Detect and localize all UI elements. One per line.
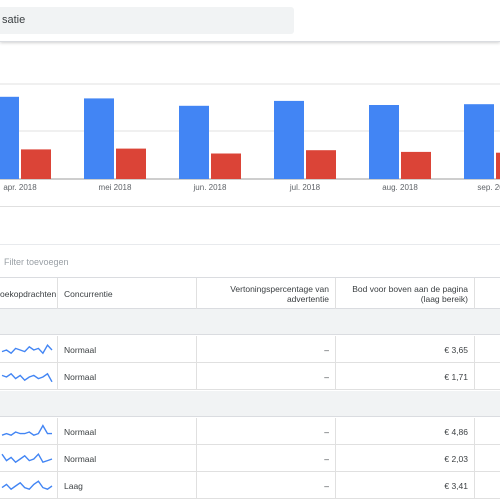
competition-cell: Laag bbox=[58, 472, 197, 499]
bar-blue-2[interactable] bbox=[179, 105, 209, 179]
x-tick-label: sep. 2018 bbox=[477, 183, 500, 192]
impression-share-cell: – bbox=[197, 418, 336, 445]
header-trend[interactable]: oekopdrachten bbox=[0, 278, 58, 309]
bar-red-1[interactable] bbox=[116, 148, 146, 179]
sparkline-path bbox=[1, 372, 53, 383]
bar-blue-4[interactable] bbox=[369, 105, 399, 179]
sparkline-path bbox=[1, 424, 52, 436]
search-value: satie bbox=[2, 14, 26, 26]
x-tick-label: apr. 2018 bbox=[3, 183, 37, 192]
bar-blue-5[interactable] bbox=[464, 104, 494, 179]
table-row[interactable]: Laag – € 3,41 bbox=[0, 472, 500, 499]
trend-sparkline bbox=[1, 372, 53, 383]
next-cell bbox=[475, 445, 500, 472]
bar-red-0[interactable] bbox=[21, 149, 51, 179]
bar-red-3[interactable] bbox=[306, 150, 336, 179]
bar-red-4[interactable] bbox=[401, 151, 431, 179]
keyword-table: oekopdrachten Concurrentie Vertoningsper… bbox=[0, 278, 500, 309]
bar-chart-svg: apr. 2018 mei 2018 jun. 2018 jul. 2018 aug. … bbox=[0, 83, 500, 192]
sparkline-path bbox=[1, 453, 53, 464]
trend-cell bbox=[0, 418, 58, 445]
top-bid-low-cell: € 2,03 bbox=[336, 445, 475, 472]
next-cell bbox=[475, 336, 500, 363]
header-impression-share[interactable]: Vertoningspercentage van advertentie bbox=[197, 278, 336, 309]
trend-sparkline bbox=[1, 480, 53, 491]
x-tick-label: aug. 2018 bbox=[382, 183, 418, 192]
next-cell bbox=[475, 472, 500, 499]
top-bar: satie bbox=[0, 0, 500, 42]
table-row[interactable]: Normaal – € 2,03 bbox=[0, 445, 500, 472]
group-row bbox=[0, 391, 500, 417]
bar-chart: apr. 2018 mei 2018 jun. 2018 jul. 2018 aug. … bbox=[0, 42, 500, 207]
bar-blue-0[interactable] bbox=[0, 96, 19, 179]
filter-placeholder[interactable]: Filter toevoegen bbox=[4, 257, 69, 267]
next-cell bbox=[475, 363, 500, 390]
header-next bbox=[475, 278, 500, 309]
impression-share-cell: – bbox=[197, 336, 336, 363]
top-bid-low-cell: € 3,41 bbox=[336, 472, 475, 499]
x-tick-label: jul. 2018 bbox=[289, 183, 321, 192]
bar-blue-3[interactable] bbox=[274, 100, 304, 179]
top-bid-low-cell: € 1,71 bbox=[336, 363, 475, 390]
sparkline-path bbox=[1, 480, 53, 491]
competition-cell: Normaal bbox=[58, 363, 197, 390]
table-row[interactable]: Normaal – € 3,65 bbox=[0, 336, 500, 363]
trend-sparkline bbox=[1, 453, 53, 464]
competition-cell: Normaal bbox=[58, 418, 197, 445]
bar-red-2[interactable] bbox=[211, 153, 241, 180]
group-row bbox=[0, 309, 500, 335]
impression-share-cell: – bbox=[197, 472, 336, 499]
table-row[interactable]: Normaal – € 1,71 bbox=[0, 363, 500, 390]
impression-share-cell: – bbox=[197, 445, 336, 472]
competition-cell: Normaal bbox=[58, 445, 197, 472]
trend-cell bbox=[0, 445, 58, 472]
table-row[interactable]: Normaal – € 4,86 bbox=[0, 418, 500, 445]
trend-sparkline bbox=[1, 424, 52, 436]
top-bid-low-cell: € 4,86 bbox=[336, 418, 475, 445]
trend-sparkline bbox=[1, 344, 53, 355]
trend-cell bbox=[0, 472, 58, 499]
x-tick-label: mei 2018 bbox=[99, 183, 132, 192]
next-cell bbox=[475, 418, 500, 445]
bar-red-5[interactable] bbox=[496, 152, 500, 179]
header-competition[interactable]: Concurrentie bbox=[58, 278, 197, 309]
bar-blue-1[interactable] bbox=[84, 98, 114, 179]
trend-cell bbox=[0, 363, 58, 390]
x-tick-label: jun. 2018 bbox=[193, 183, 227, 192]
filter-bar[interactable]: Filter toevoegen bbox=[0, 244, 500, 278]
search-field[interactable]: satie bbox=[0, 7, 294, 34]
sparkline-path bbox=[1, 344, 53, 355]
top-bid-low-cell: € 3,65 bbox=[336, 336, 475, 363]
trend-cell bbox=[0, 336, 58, 363]
competition-cell: Normaal bbox=[58, 336, 197, 363]
impression-share-cell: – bbox=[197, 363, 336, 390]
table-header: oekopdrachten Concurrentie Vertoningsper… bbox=[0, 278, 500, 309]
header-top-bid-low[interactable]: Bod voor boven aan de pagina (laag berei… bbox=[336, 278, 475, 309]
